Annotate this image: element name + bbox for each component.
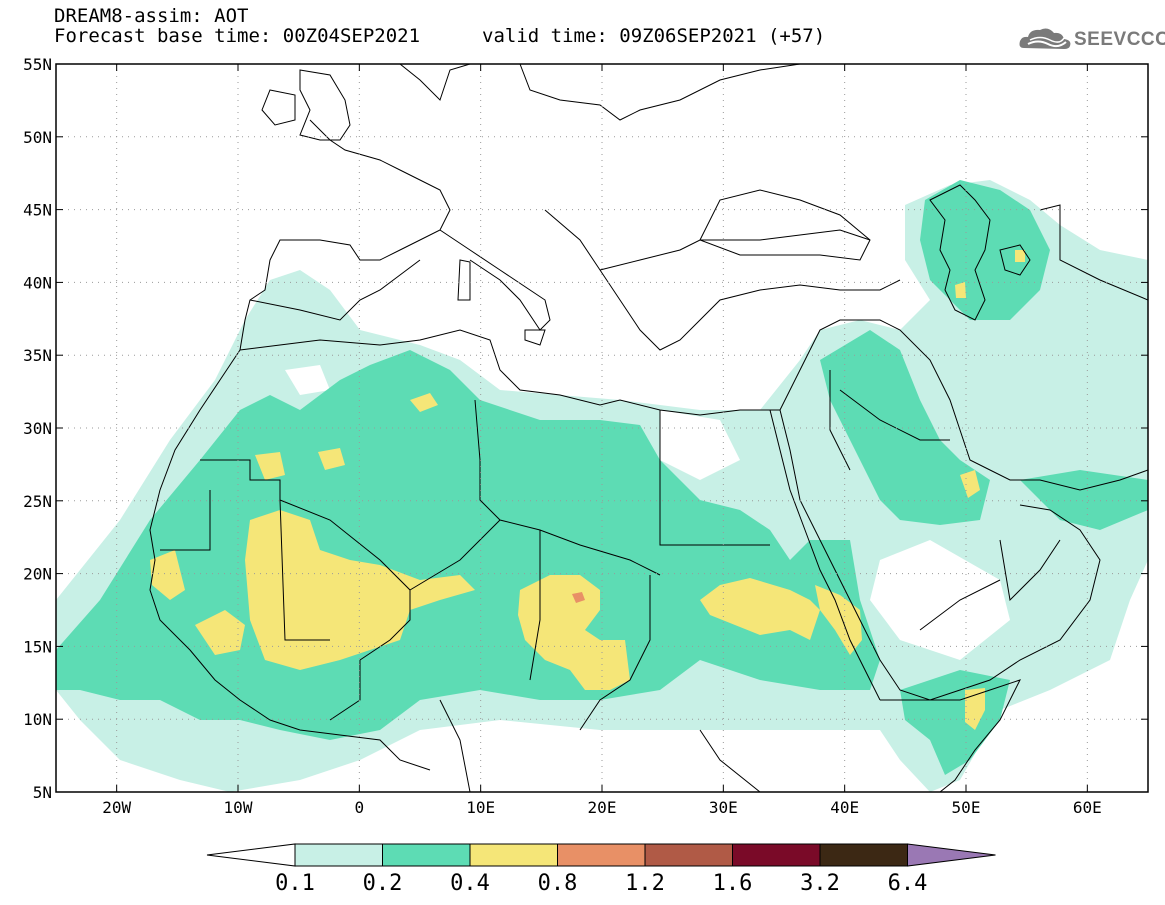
latitude-label: 45N [23, 201, 52, 220]
colorbar-label: 1.6 [713, 871, 753, 896]
latitude-label: 55N [23, 55, 52, 74]
clear-patch [870, 540, 1010, 660]
aot-level-0.4 [245, 510, 475, 670]
aot-level-0.4 [195, 610, 245, 655]
seevccc-logo: SEEVCCC [1018, 24, 1165, 54]
latitude-labels: 55N 50N 45N 40N 35N 30N 25N 20N 15N 10N 5N [23, 55, 52, 802]
title-valid-time: valid time: 09Z06SEP2021 (+57) [482, 25, 826, 47]
colorbar-box [732, 843, 821, 867]
aot-level-0.4 [960, 470, 980, 498]
aot-level-0.8 [572, 592, 585, 603]
axis-ticks [56, 63, 1148, 793]
longitude-label: 40E [830, 798, 859, 817]
latitude-label: 50N [23, 128, 52, 147]
colorbar-box [469, 843, 558, 867]
aot-level-0.2 [1020, 470, 1148, 530]
cloud-icon [1019, 28, 1071, 49]
longitude-label: 20W [102, 798, 131, 817]
aot-level-0.4 [150, 550, 185, 600]
latitude-label: 25N [23, 492, 52, 511]
longitude-labels: 20W 10W 0 10E 20E 30E 40E 50E 60E [102, 798, 1102, 817]
aot-level-0.4 [1015, 250, 1025, 262]
latitude-label: 35N [23, 346, 52, 365]
longitude-label: 60E [1073, 798, 1102, 817]
longitude-label: 50E [952, 798, 981, 817]
aot-level-0.4 [815, 585, 862, 655]
title-variable: DREAM8-assim: AOT [54, 5, 249, 27]
title-base-time: Forecast base time: 00Z04SEP2021 [54, 25, 421, 47]
colorbar-label: 0.8 [538, 871, 578, 896]
latitude-label: 15N [23, 637, 52, 656]
aot-level-0.4 [410, 393, 438, 412]
aot-level-0.4 [318, 448, 345, 470]
logo-text: SEEVCCC [1074, 29, 1165, 50]
colorbar-boxes [206, 843, 996, 867]
colorbar-box [382, 843, 471, 867]
aot-level-0.4 [255, 452, 285, 480]
coastlines [149, 64, 1148, 792]
longitude-label: 0 [355, 798, 365, 817]
latitude-label: 10N [23, 710, 52, 729]
colorbar-label: 1.2 [625, 871, 665, 896]
longitude-label: 10W [224, 798, 253, 817]
colorbar-label: 0.1 [275, 871, 315, 896]
colorbar-label: 3.2 [800, 871, 840, 896]
colorbar-box [644, 843, 733, 867]
aot-field [56, 64, 1148, 792]
longitude-label: 10E [466, 798, 495, 817]
graticule [56, 64, 1148, 792]
longitude-label: 30E [709, 798, 738, 817]
aot-level-0.2 [820, 330, 990, 525]
colorbar-box [819, 843, 908, 867]
colorbar-under-triangle [206, 843, 296, 867]
longitude-label: 20E [588, 798, 617, 817]
colorbar-label: 0.2 [363, 871, 403, 896]
latitude-label: 30N [23, 419, 52, 438]
clear-patch [285, 365, 330, 395]
latitude-label: 20N [23, 565, 52, 584]
latitude-label: 5N [33, 783, 52, 802]
colorbar-box [557, 843, 646, 867]
latitude-label: 40N [23, 273, 52, 292]
aot-level-0.4 [700, 578, 820, 640]
colorbar-label: 6.4 [888, 871, 928, 896]
aot-level-0.4 [518, 575, 630, 690]
aot-level-0.4 [955, 282, 966, 298]
colorbar-over-triangle [907, 843, 996, 867]
colorbar-box [294, 843, 383, 867]
colorbar-labels: 0.1 0.2 0.4 0.8 1.2 1.6 3.2 6.4 [275, 871, 927, 896]
colorbar-label: 0.4 [450, 871, 490, 896]
